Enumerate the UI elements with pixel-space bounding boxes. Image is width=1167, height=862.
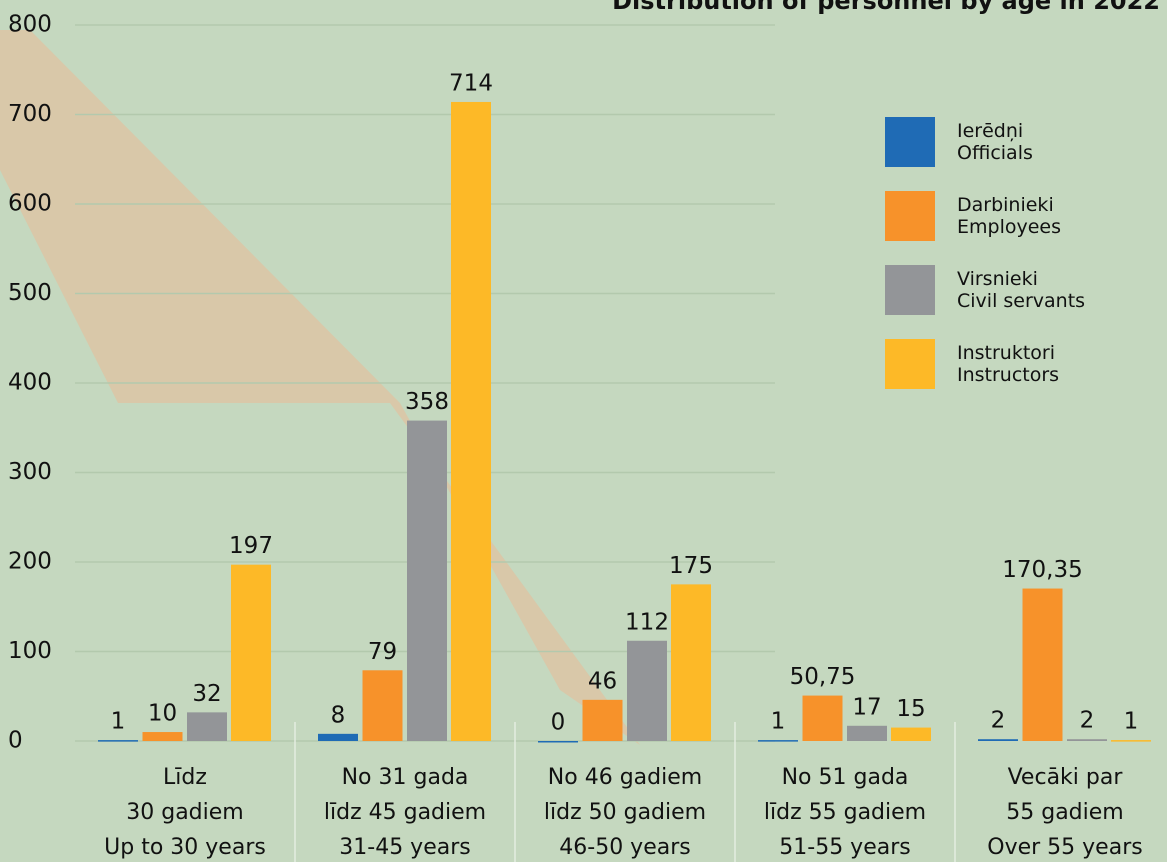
bar bbox=[407, 421, 447, 741]
value-label: 1 bbox=[771, 709, 786, 735]
y-tick-label: 0 bbox=[8, 728, 23, 754]
value-label: 1 bbox=[111, 709, 126, 735]
bar bbox=[671, 584, 711, 741]
bar bbox=[847, 726, 887, 741]
legend-label: Darbinieki Employees bbox=[957, 194, 1061, 238]
legend-swatch bbox=[885, 339, 935, 389]
x-tick-label: No 31 gada līdz 45 gadiem 31-45 years bbox=[295, 760, 515, 862]
value-label: 10 bbox=[148, 701, 177, 727]
y-tick-label: 200 bbox=[8, 549, 52, 575]
value-label: 175 bbox=[669, 553, 713, 579]
y-tick-label: 700 bbox=[8, 101, 52, 127]
value-label: 46 bbox=[588, 668, 617, 694]
y-tick-label: 100 bbox=[8, 638, 52, 664]
x-tick-label: Vecāki par 55 gadiem Over 55 years bbox=[955, 760, 1167, 862]
y-tick-label: 600 bbox=[8, 191, 52, 217]
value-label: 2 bbox=[991, 708, 1006, 734]
bar bbox=[143, 732, 183, 741]
value-label: 197 bbox=[229, 533, 273, 559]
value-label: 32 bbox=[192, 681, 221, 707]
bar bbox=[538, 741, 578, 743]
bar bbox=[1067, 739, 1107, 741]
y-tick-label: 400 bbox=[8, 370, 52, 396]
value-label: 15 bbox=[896, 696, 925, 722]
legend-swatch bbox=[885, 191, 935, 241]
legend-swatch bbox=[885, 117, 935, 167]
bar bbox=[451, 102, 491, 741]
chart: Distribution of personnel by age in 2022… bbox=[0, 0, 1167, 862]
bar bbox=[318, 734, 358, 741]
bar bbox=[891, 728, 931, 741]
value-label: 714 bbox=[449, 70, 493, 96]
value-label: 170,35 bbox=[1002, 557, 1082, 583]
bar bbox=[98, 740, 138, 742]
y-tick-label: 800 bbox=[8, 12, 52, 38]
decoration bbox=[0, 30, 640, 745]
x-tick-label: No 46 gadiem līdz 50 gadiem 46-50 years bbox=[515, 760, 735, 862]
value-label: 0 bbox=[551, 710, 566, 736]
bar bbox=[363, 670, 403, 741]
x-tick-label: No 51 gada līdz 55 gadiem 51-55 years bbox=[735, 760, 955, 862]
bar bbox=[803, 696, 843, 741]
value-label: 2 bbox=[1080, 708, 1095, 734]
legend-label: Ierēdņi Officials bbox=[957, 120, 1033, 164]
value-label: 79 bbox=[368, 639, 397, 665]
value-label: 358 bbox=[405, 389, 449, 415]
y-tick-label: 300 bbox=[8, 459, 52, 485]
legend-label: Virsnieki Civil servants bbox=[957, 268, 1085, 312]
bar bbox=[978, 739, 1018, 741]
x-tick-label: Līdz 30 gadiem Up to 30 years bbox=[75, 760, 295, 862]
bar bbox=[231, 565, 271, 741]
bar bbox=[1111, 740, 1151, 742]
chart-title: Distribution of personnel by age in 2022 bbox=[612, 0, 1160, 15]
value-label: 50,75 bbox=[790, 664, 856, 690]
bar bbox=[758, 740, 798, 742]
legend-swatch bbox=[885, 265, 935, 315]
bar bbox=[1023, 589, 1063, 741]
value-label: 17 bbox=[852, 694, 881, 720]
y-tick-label: 500 bbox=[8, 280, 52, 306]
bar bbox=[187, 712, 227, 741]
legend-label: Instruktori Instructors bbox=[957, 342, 1059, 386]
bar bbox=[583, 700, 623, 741]
value-label: 1 bbox=[1124, 709, 1139, 735]
value-label: 112 bbox=[625, 609, 669, 635]
bar bbox=[627, 641, 667, 741]
value-label: 8 bbox=[331, 702, 346, 728]
